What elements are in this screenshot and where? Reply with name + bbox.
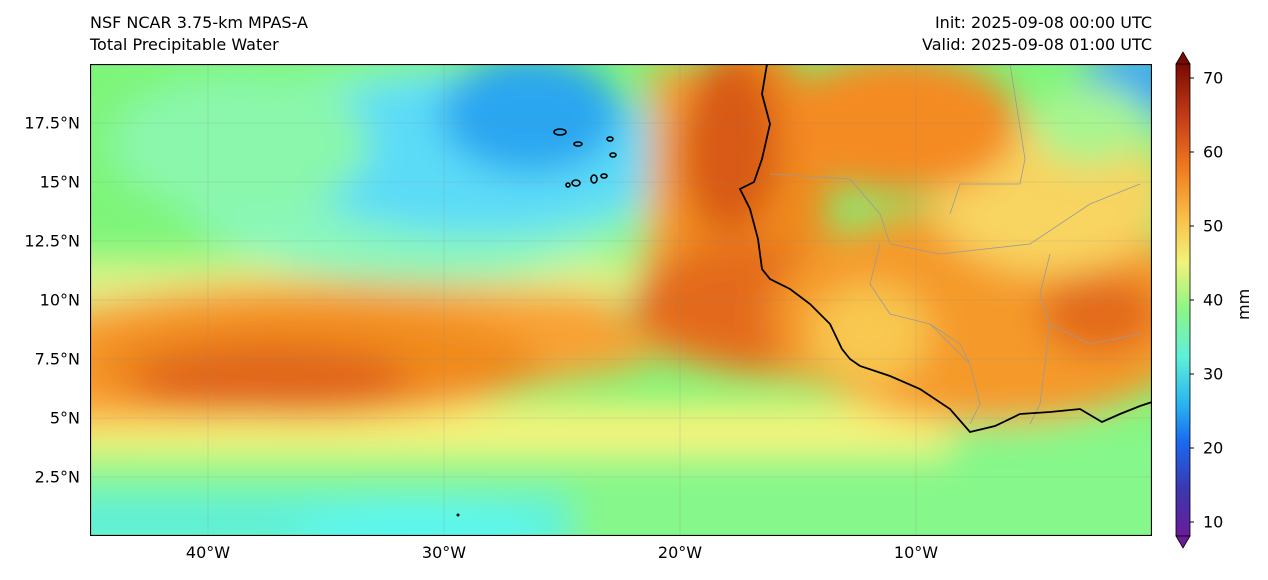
colorbar-tick-label: 40	[1203, 290, 1224, 310]
lat-tick: 15°N	[39, 172, 80, 192]
colorbar-tick-label: 60	[1203, 142, 1224, 162]
colorbar	[1175, 51, 1194, 549]
colorbar-tick-label: 10	[1203, 512, 1224, 532]
country-borders	[769, 64, 1141, 425]
lat-tick: 17.5°N	[24, 113, 80, 133]
model-name: NSF NCAR 3.75-km MPAS-A	[90, 13, 308, 32]
cape-verde-islands	[553, 128, 617, 188]
lon-tick: 10°W	[893, 543, 939, 562]
colorbar-tick-label: 30	[1203, 364, 1224, 384]
init-time: Init: 2025-09-08 00:00 UTC	[934, 13, 1152, 32]
small-island	[456, 513, 460, 517]
time-block: Init: 2025-09-08 00:00 UTC Valid: 2025-0…	[922, 12, 1152, 56]
colorbar-tick-label: 20	[1203, 438, 1224, 458]
lat-tick: 2.5°N	[34, 467, 80, 487]
lat-tick: 5°N	[49, 408, 80, 428]
colorbar-gradient	[1175, 63, 1191, 537]
lat-tick: 12.5°N	[24, 231, 80, 251]
map-border	[90, 64, 1152, 536]
colorbar-tick-label: 70	[1203, 68, 1224, 88]
gridlines	[90, 64, 1152, 536]
lat-tick: 10°N	[39, 290, 80, 310]
valid-time: Valid: 2025-09-08 01:00 UTC	[921, 35, 1152, 54]
colorbar-max-extend	[1175, 51, 1191, 65]
title-block: NSF NCAR 3.75-km MPAS-A Total Precipitab…	[90, 12, 308, 56]
lat-tick: 7.5°N	[34, 349, 80, 369]
precipitable-water-map	[90, 64, 1152, 536]
field-name: Total Precipitable Water	[90, 35, 279, 54]
colorbar-tick-label: 50	[1203, 216, 1224, 236]
lon-tick: 20°W	[657, 543, 703, 562]
coastline	[738, 64, 1152, 434]
colorbar-unit-label: mm	[1234, 288, 1253, 320]
field-shading	[90, 64, 1152, 536]
colorbar-min-extend	[1175, 535, 1191, 549]
lon-tick: 40°W	[185, 543, 231, 562]
lon-tick: 30°W	[421, 543, 467, 562]
colorbar-ticks	[1190, 77, 1194, 523]
